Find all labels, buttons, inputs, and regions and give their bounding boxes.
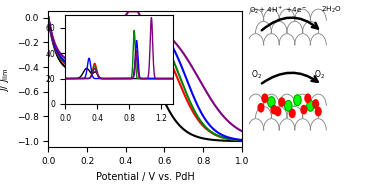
Circle shape: [285, 101, 292, 111]
Circle shape: [258, 104, 264, 112]
Circle shape: [313, 100, 318, 108]
Circle shape: [294, 95, 301, 105]
Circle shape: [268, 97, 275, 107]
Text: O$_2$: O$_2$: [314, 69, 326, 81]
Circle shape: [279, 98, 285, 106]
Circle shape: [275, 107, 281, 116]
Circle shape: [289, 109, 295, 118]
Circle shape: [315, 107, 321, 116]
X-axis label: Potential / V vs. PdH: Potential / V vs. PdH: [96, 172, 195, 182]
Text: 2H$_2$O: 2H$_2$O: [321, 5, 341, 15]
Circle shape: [301, 105, 307, 114]
Circle shape: [271, 105, 277, 114]
Circle shape: [307, 101, 314, 111]
Y-axis label: $j$/ $j_\mathrm{lim}$: $j$/ $j_\mathrm{lim}$: [0, 67, 11, 92]
Text: O$_2$: O$_2$: [251, 69, 262, 81]
Text: O$_2$+ 4H$^+$ +4e$^-$: O$_2$+ 4H$^+$ +4e$^-$: [249, 5, 308, 16]
Circle shape: [305, 94, 311, 102]
Circle shape: [262, 94, 268, 102]
